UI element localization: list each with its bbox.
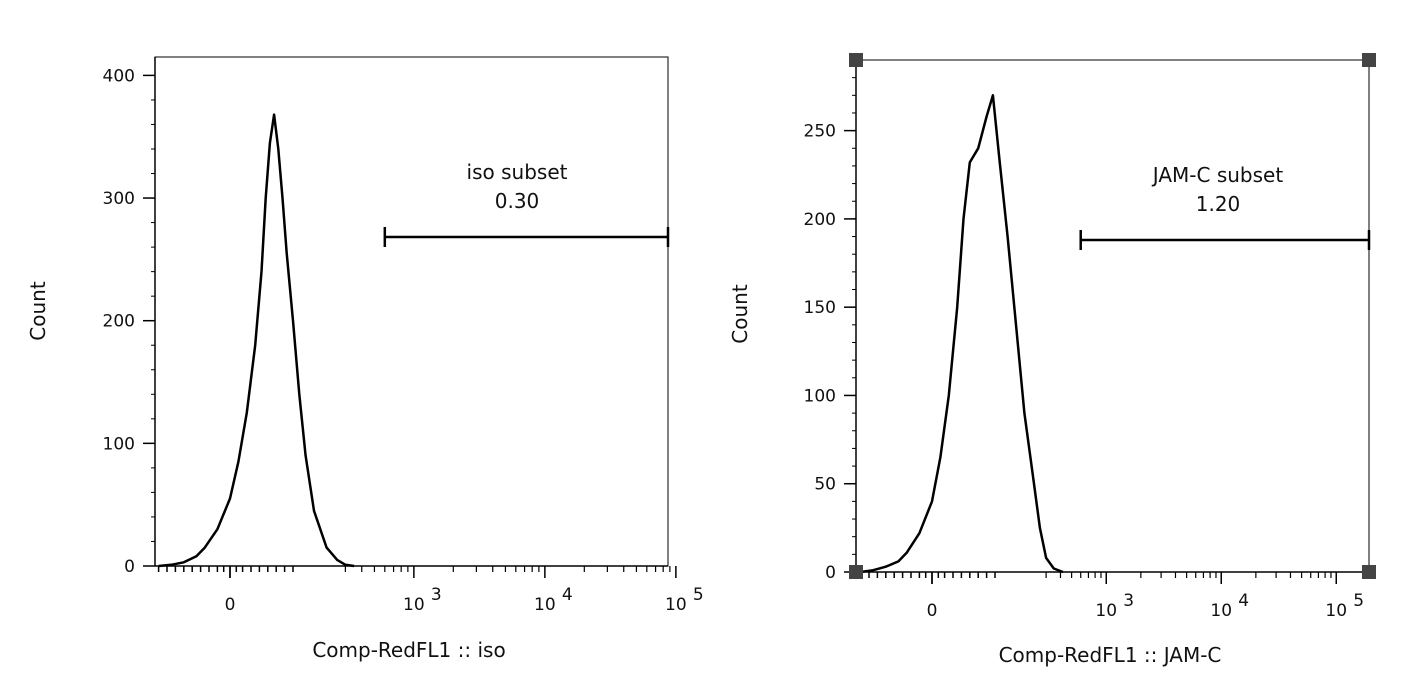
x-tick-exponent: 5 — [1353, 591, 1364, 611]
y-tick-label: 50 — [814, 475, 836, 495]
gate-value-label: 1.20 — [1196, 192, 1241, 216]
y-tick-label: 200 — [804, 210, 836, 230]
gate-value-label: 0.30 — [495, 189, 540, 213]
histogram-panel-2: 0 50 100 150 200 250 0 10 3 10 4 10 5 Count Comp-RedFL… — [728, 53, 1376, 667]
x-tick-label: 10 — [665, 595, 687, 615]
y-axis-title: Count — [26, 281, 50, 341]
gate-name-label: iso subset — [467, 160, 568, 184]
x-tick-exponent: 5 — [693, 585, 704, 605]
y-tick-label: 300 — [103, 189, 135, 209]
x-tick-exponent: 4 — [562, 585, 573, 605]
x-tick-label: 0 — [225, 595, 236, 615]
y-tick-label: 0 — [124, 557, 135, 577]
y-tick-label: 100 — [103, 434, 135, 454]
x-tick-label: 10 — [1210, 601, 1232, 621]
histogram-curve — [158, 113, 355, 568]
y-tick-label: 100 — [804, 386, 836, 406]
y-tick-label: 250 — [804, 122, 836, 142]
y-tick-label: 400 — [103, 66, 135, 86]
histogram-curve — [860, 94, 1064, 574]
selection-handle — [849, 53, 863, 67]
histogram-panel-1: 0 100 200 300 400 0 10 3 10 4 10 5 Count Comp-RedFL1 … — [26, 56, 704, 662]
y-tick-label: 150 — [804, 298, 836, 318]
gate-name-label: JAM-C subset — [1151, 163, 1284, 187]
x-axis-title: Comp-RedFL1 :: iso — [312, 638, 505, 662]
x-tick-label: 10 — [1325, 601, 1347, 621]
selection-handle — [1362, 53, 1376, 67]
x-tick-label: 10 — [534, 595, 556, 615]
y-tick-label: 0 — [825, 563, 836, 583]
x-tick-exponent: 3 — [431, 585, 442, 605]
x-tick-label: 10 — [1095, 601, 1117, 621]
selection-handle — [849, 565, 863, 579]
y-axis-title: Count — [728, 284, 752, 344]
x-tick-label: 0 — [927, 601, 938, 621]
selection-handle — [1362, 565, 1376, 579]
y-tick-label: 200 — [103, 312, 135, 332]
x-tick-exponent: 3 — [1123, 591, 1134, 611]
x-tick-label: 10 — [403, 595, 425, 615]
x-tick-exponent: 4 — [1238, 591, 1249, 611]
x-axis-title: Comp-RedFL1 :: JAM-C — [999, 643, 1222, 667]
